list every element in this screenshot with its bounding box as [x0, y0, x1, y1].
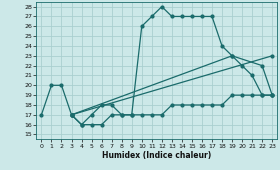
X-axis label: Humidex (Indice chaleur): Humidex (Indice chaleur) [102, 151, 211, 160]
